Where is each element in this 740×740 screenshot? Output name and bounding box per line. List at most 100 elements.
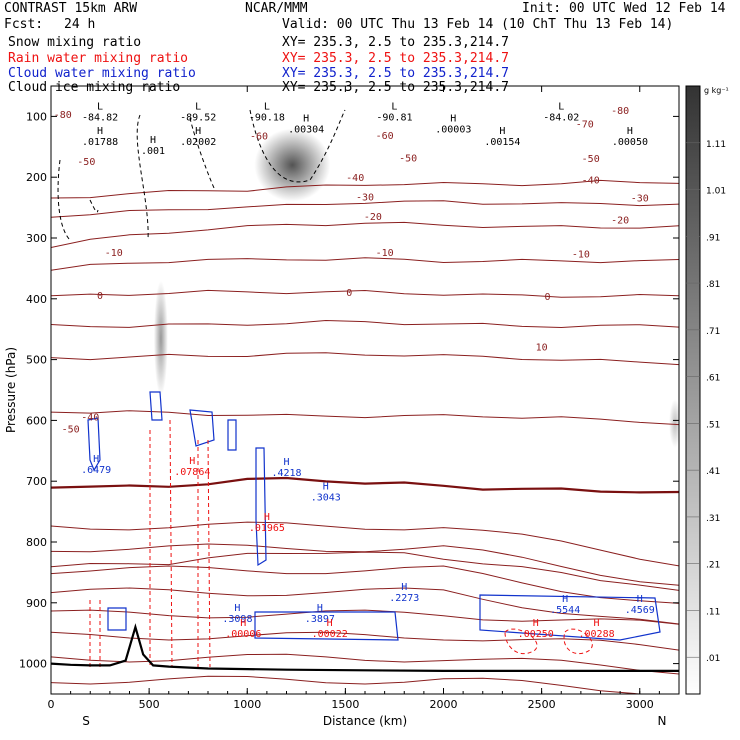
contour-labels: -80 -80-70-60 -60-50 -50 -50-40 -40-30 -30-20-… xyxy=(54,101,655,640)
extremum-value: -84.02 xyxy=(543,112,579,123)
terrain-path xyxy=(50,623,679,672)
isotherm-label: -30 xyxy=(356,192,374,203)
isotherm-label: -40 xyxy=(582,175,600,186)
extremum-value: -90.18 xyxy=(249,112,285,123)
extremum-value: -84.82 xyxy=(82,112,118,123)
legend-cloud-water: Cloud water mixing ratio xyxy=(8,66,196,81)
x-axis-title: Distance (km) xyxy=(323,714,407,728)
extremum-kind: H xyxy=(234,603,240,614)
isotherm-label: 0 xyxy=(544,292,550,303)
isotherm-label: -10 xyxy=(376,248,394,259)
isotherm-label: 0 xyxy=(97,291,103,302)
terrain-line xyxy=(50,623,679,672)
extremum-value: .3043 xyxy=(311,492,341,503)
model-title: CONTRAST 15km ARW xyxy=(4,1,138,16)
y-axis-title: Pressure (hPa) xyxy=(4,347,18,433)
extremum-kind: H xyxy=(189,456,195,467)
isotherm--30 xyxy=(51,319,679,329)
legend-cloud-water-xy: XY= 235.3, 2.5 to 235.3,214.7 xyxy=(282,66,509,81)
isotherm-label: -60 xyxy=(250,132,268,143)
extremum-kind: L xyxy=(264,101,270,112)
isotherm--20 xyxy=(51,352,679,366)
isotherm-warm-2 xyxy=(51,565,679,604)
snow-shading xyxy=(153,128,679,448)
x-tick-label: 2000 xyxy=(430,698,458,711)
extremum-kind: L xyxy=(195,101,201,112)
colorbar: .01 .11 .21 .31 .41 .51 .61 .71 .81 .91 1.01 1.11 g … xyxy=(685,85,729,695)
y-tick-label: 700 xyxy=(26,475,47,488)
isotherm-label: -40 xyxy=(81,412,99,423)
extremum-kind: H xyxy=(303,114,309,125)
colorbar-label: .01 xyxy=(706,654,720,664)
extremum-kind: H xyxy=(450,114,456,125)
isotherm-label: -70 xyxy=(576,119,594,130)
isotherm-warm-6 xyxy=(51,653,679,675)
extremum-kind: H xyxy=(323,481,329,492)
legend-snow-xy: XY= 235.3, 2.5 to 235.3,214.7 xyxy=(282,35,509,50)
isotherm-label: -50 xyxy=(62,425,80,436)
cloud-water-contour xyxy=(87,391,661,641)
extremum-value: .02002 xyxy=(180,137,216,148)
extremum-kind: L xyxy=(558,101,564,112)
legend-rain: Rain water mixing ratio xyxy=(8,51,189,66)
x-tick-label: 500 xyxy=(139,698,160,711)
isotherm-label: 0 xyxy=(346,288,352,299)
legend-snow: Snow mixing ratio xyxy=(8,35,142,50)
x-tick-label: 2500 xyxy=(528,698,556,711)
y-tick-label: 800 xyxy=(26,536,47,549)
x-tick-label: 3000 xyxy=(626,698,654,711)
rain-contour xyxy=(89,419,593,668)
extremum-value: .00022 xyxy=(312,629,348,640)
extremum-kind: H xyxy=(150,135,156,146)
isotherm-label: -10 xyxy=(572,249,590,260)
legend-rain-xy: XY= 235.3, 2.5 to 235.3,214.7 xyxy=(282,51,509,66)
y-tick-label: 400 xyxy=(26,293,47,306)
isotherm--40 xyxy=(51,289,679,298)
isotherm-0 xyxy=(51,476,679,494)
isotherm-label: -20 xyxy=(611,215,629,226)
extremum-value: .00050 xyxy=(612,137,648,148)
isotherm-warm-7 xyxy=(51,675,679,694)
snow-shade-1 xyxy=(153,280,168,397)
isotherm--50 xyxy=(51,257,679,271)
extremum-value: .4569 xyxy=(625,605,655,616)
isotherm-label: -60 xyxy=(376,131,394,142)
extremum-value: -89.52 xyxy=(180,112,216,123)
isotherm-label: -80 xyxy=(54,110,72,121)
extremum-value: .01788 xyxy=(82,137,118,148)
y-tick-label: 500 xyxy=(26,354,47,367)
isotherm-warm-0 xyxy=(51,521,679,567)
extremum-kind: H xyxy=(637,594,643,605)
x-tick-label: 1500 xyxy=(331,698,359,711)
isotherm--10 xyxy=(51,410,679,426)
extremum-value: .2273 xyxy=(389,593,419,604)
extremum-kind: H xyxy=(327,618,333,629)
extremum-kind: H xyxy=(264,512,270,523)
extremum-kind: H xyxy=(401,582,407,593)
extremum-kind: H xyxy=(562,594,568,605)
extremum-value: .001 xyxy=(141,146,165,157)
isotherm-label: -10 xyxy=(105,248,123,259)
colorbar-label: .21 xyxy=(706,561,720,571)
colorbar-label: .41 xyxy=(706,467,720,477)
extremum-kind: H xyxy=(533,618,539,629)
extremum-value: .01965 xyxy=(249,523,285,534)
org-label: NCAR/MMM xyxy=(245,1,308,16)
extremum-kind: H xyxy=(283,457,289,468)
y-tick-label: 1000 xyxy=(19,658,47,671)
extremum-value: .07864 xyxy=(174,467,210,478)
isotherm-warm-4 xyxy=(51,609,679,625)
x-tick-label: 0 xyxy=(48,698,55,711)
hydrometeor-contours xyxy=(57,109,661,668)
colorbar-label: .11 xyxy=(706,607,720,617)
valid-time: Valid: 00 UTC Thu 13 Feb 14 (10 ChT Thu … xyxy=(282,17,674,32)
init-time: Init: 00 UTC Wed 12 Feb 14 xyxy=(522,1,726,16)
snow-shade-0 xyxy=(254,128,331,202)
extremum-value: .00003 xyxy=(435,125,471,136)
header: CONTRAST 15km ARW NCAR/MMM Init: 00 UTC … xyxy=(0,0,740,100)
extremum-kind: L xyxy=(97,101,103,112)
x-end-label-north: N xyxy=(658,714,667,728)
isotherm-warm-3 xyxy=(51,587,679,625)
axes: 0 500 1000 1500 2000 2500 30001002003004005006… xyxy=(4,86,680,728)
isotherm-label: -20 xyxy=(364,212,382,223)
